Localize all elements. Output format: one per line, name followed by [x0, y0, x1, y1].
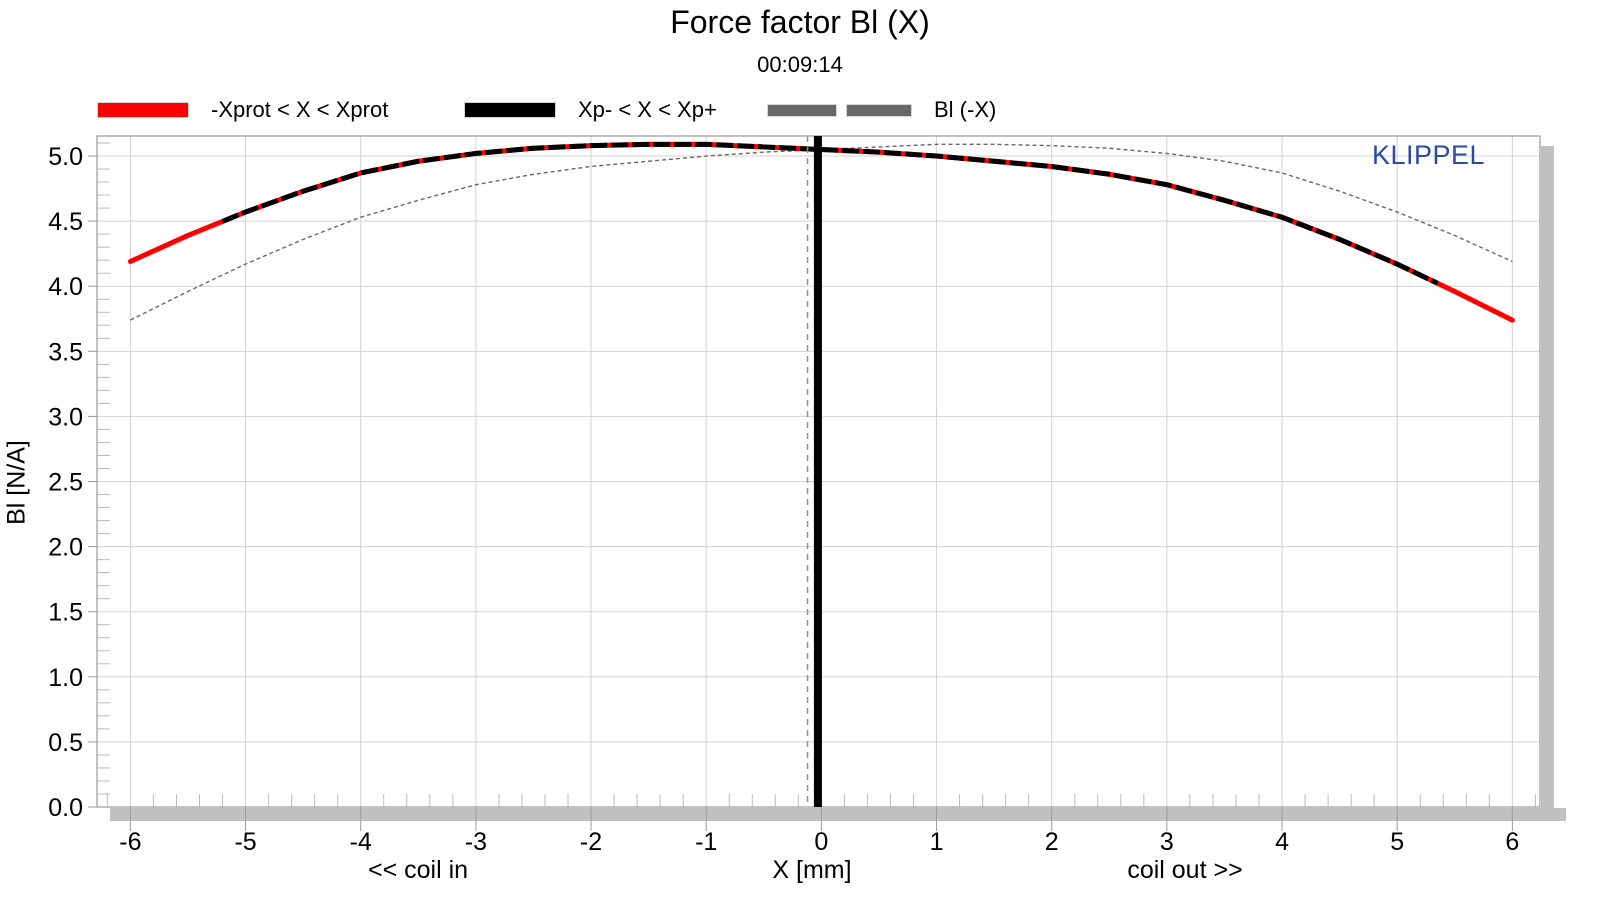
x-tick-label: 4 — [1275, 828, 1289, 856]
y-tick-label: 2.0 — [48, 534, 83, 562]
x-axis-title: X [mm] — [772, 856, 852, 884]
x-caption-coil-in: << coil in — [367, 856, 469, 884]
axis-shadow-right — [1541, 146, 1554, 821]
x-tick-label: 5 — [1390, 828, 1404, 856]
legend-item-bl-mirror: Bl (-X) — [768, 97, 997, 122]
y-tick-label: 0.0 — [48, 794, 83, 822]
series-bl-mirror — [130, 143, 1513, 321]
x-tick-label: 3 — [1160, 828, 1174, 856]
x-tick-label: -5 — [234, 828, 256, 856]
x-tick-label: -3 — [465, 828, 487, 856]
chart-subtitle: 00:09:14 — [757, 52, 843, 77]
x-tick-label: -2 — [580, 828, 602, 856]
y-tick-label: 4.5 — [48, 208, 83, 236]
x-tick-label: -4 — [350, 828, 372, 856]
legend-swatch-black — [465, 103, 555, 117]
y-tick-label: 4.0 — [48, 273, 83, 301]
legend-item-xp: Xp- < X < Xp+ — [465, 97, 717, 122]
x-tick-label: 6 — [1505, 828, 1519, 856]
chart-title: Force factor Bl (X) — [670, 4, 930, 40]
legend-item-xprot: -Xprot < X < Xprot — [98, 97, 389, 122]
y-tick-label: 5.0 — [48, 143, 83, 171]
legend-label-xp: Xp- < X < Xp+ — [578, 97, 717, 122]
y-tick-label: 1.0 — [48, 664, 83, 692]
x-tick-label: 1 — [930, 828, 944, 856]
legend-swatch-red — [98, 103, 188, 117]
x-tick-label: -6 — [119, 828, 141, 856]
x-tick-label: 0 — [814, 828, 828, 856]
klippel-logo: KLIPPEL — [1372, 140, 1486, 170]
legend-label-bl-mirror: Bl (-X) — [934, 97, 997, 122]
x-tick-label: -1 — [695, 828, 717, 856]
series-xp-range — [221, 141, 1439, 286]
x-caption-coil-out: coil out >> — [1127, 856, 1243, 884]
x-tick-label: 2 — [1045, 828, 1059, 856]
y-tick-label: 3.0 — [48, 403, 83, 431]
y-tick-label: 2.5 — [48, 469, 83, 497]
legend-label-xprot: -Xprot < X < Xprot — [211, 97, 389, 122]
y-axis-title: Bl [N/A] — [2, 440, 31, 525]
y-tick-label: 0.5 — [48, 729, 83, 757]
y-tick-label: 3.5 — [48, 338, 83, 366]
y-tick-label: 1.5 — [48, 599, 83, 627]
axis-shadow-bottom — [110, 808, 1566, 821]
legend-swatch-gray-dashed — [768, 104, 911, 116]
